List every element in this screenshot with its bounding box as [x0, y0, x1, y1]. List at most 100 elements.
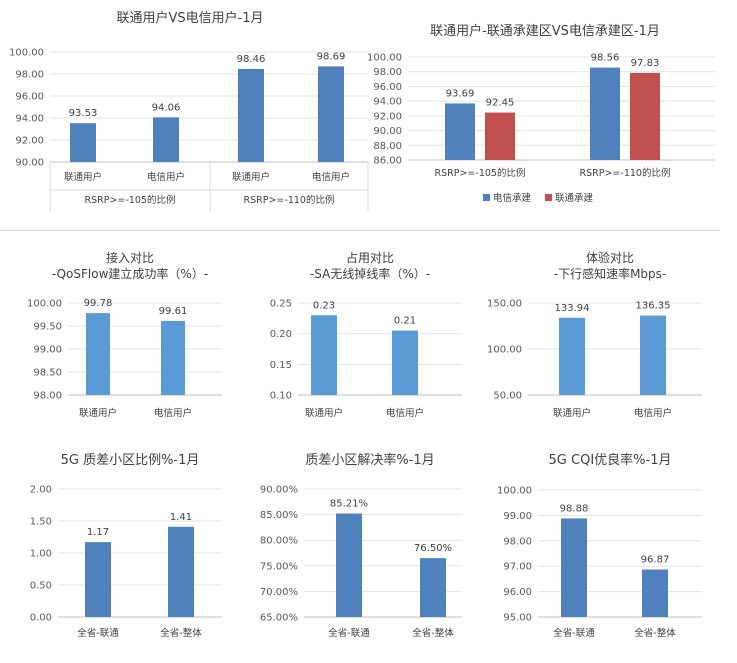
category-label: 电信用户	[386, 407, 424, 419]
category-label: 全省-整体	[412, 627, 454, 639]
legend-swatch	[545, 194, 552, 201]
y-tick-label: 50.00	[493, 391, 522, 402]
chart-title: 联通用户VS电信用户-1月	[116, 10, 263, 26]
chart-title: -QoSFlow建立成功率（%）-	[52, 266, 208, 281]
y-tick-label: 99.50	[33, 322, 62, 333]
chart-5: 体验对比-下行感知速率Mbps- 150.00 100.00 50.00 133.94 联…	[487, 250, 702, 419]
y-tick-label: 0.25	[270, 299, 292, 310]
category-label: 全省-整体	[634, 627, 676, 639]
category-label: 全省-联通	[553, 627, 595, 639]
chart-title: -下行感知速率Mbps-	[554, 266, 667, 281]
y-tick-label: 94.00	[15, 114, 44, 125]
data-label: 0.21	[394, 316, 416, 327]
y-tick-label: 2.00	[30, 485, 52, 496]
chart-title: 5G CQI优良率%-1月	[549, 452, 672, 468]
data-label: 99.78	[84, 298, 113, 309]
y-tick-label: 85.00%	[260, 510, 298, 521]
y-tick-label: 98.00	[373, 67, 402, 78]
bar	[640, 315, 666, 395]
y-tick-label: 92.00	[373, 111, 402, 122]
y-tick-label: 0.50	[30, 581, 52, 592]
data-label: 94.06	[152, 102, 181, 113]
legend-label: 电信承建	[493, 192, 532, 204]
data-label: 1.41	[170, 512, 192, 523]
y-tick-label: 92.00	[15, 136, 44, 147]
group-label: RSRP>=-105的比例	[85, 194, 176, 206]
bar	[420, 558, 446, 617]
bar	[559, 317, 585, 395]
bar	[311, 315, 337, 395]
y-tick-label: 0.20	[270, 329, 292, 340]
y-tick-label: 0.15	[270, 360, 292, 371]
category-label: 全省-联通	[328, 627, 370, 639]
y-tick-label: 98.00	[15, 70, 44, 81]
group-label: RSRP>=-110的比例	[244, 194, 335, 206]
data-label: 133.94	[555, 303, 590, 314]
category-label: 全省-联通	[77, 627, 119, 639]
bar	[86, 313, 110, 395]
category-label: RSRP>=-110的比例	[580, 167, 671, 179]
y-tick-label: 100.00	[9, 48, 44, 59]
bar	[630, 72, 660, 160]
bar	[392, 330, 418, 395]
data-label: 98.46	[237, 54, 266, 65]
y-tick-label: 96.00	[15, 92, 44, 103]
bar	[590, 67, 620, 160]
bar	[642, 569, 668, 617]
category-label: 电信用户	[147, 171, 185, 183]
y-tick-label: 98.00	[503, 536, 532, 547]
y-tick-label: 1.50	[30, 517, 52, 528]
chart-title: 质差小区解决率%-1月	[305, 452, 434, 468]
chart-title: 联通用户-联通承建区VS电信承建区-1月	[430, 23, 660, 39]
y-tick-label: 96.00	[503, 587, 532, 598]
category-label: 电信用户	[634, 407, 672, 419]
chart-title: 接入对比	[106, 250, 154, 265]
data-label: 0.23	[313, 300, 335, 311]
chart-title: 占用对比	[346, 250, 394, 265]
data-label: 93.69	[446, 88, 475, 99]
category-label: 联通用户	[553, 407, 591, 419]
data-label: 85.21%	[330, 499, 368, 510]
y-tick-label: 80.00%	[260, 536, 298, 547]
y-tick-label: 90.00%	[260, 485, 298, 496]
data-label: 98.69	[317, 51, 346, 62]
bar	[238, 68, 264, 162]
bar	[70, 123, 96, 162]
y-tick-label: 86.00	[373, 156, 402, 167]
y-tick-label: 150.00	[487, 299, 522, 310]
category-label: 联通用户	[64, 171, 102, 183]
bar	[85, 542, 111, 617]
bar	[485, 112, 515, 160]
bar	[168, 526, 194, 617]
y-tick-label: 90.00	[373, 126, 402, 137]
chart-title: 5G 质差小区比例%-1月	[61, 453, 200, 468]
y-tick-label: 70.00%	[260, 587, 298, 598]
data-label: 76.50%	[414, 543, 452, 554]
row-separator-1	[0, 230, 720, 231]
y-tick-label: 98.00	[33, 391, 62, 402]
data-label: 92.45	[486, 98, 515, 109]
chart-4: 占用对比-SA无线掉线率（%）- 0.25 0.20 0.15 0.10 0.23 联通用户…	[270, 250, 462, 419]
y-tick-label: 0.00	[30, 613, 52, 624]
y-tick-label: 100.00	[497, 486, 532, 497]
category-label: RSRP>=-105的比例	[435, 167, 526, 179]
legend-swatch	[483, 194, 490, 201]
y-tick-label: 99.00	[503, 511, 532, 522]
y-tick-label: 95.00	[503, 613, 532, 624]
chart-6: 5G 质差小区比例%-1月 2.00 1.50 1.00 0.50 0.00 1.17 全省-…	[30, 453, 222, 639]
bar	[153, 117, 179, 162]
data-label: 98.88	[560, 503, 589, 514]
data-label: 1.17	[87, 527, 109, 538]
y-tick-label: 75.00%	[260, 561, 298, 572]
y-tick-label: 96.00	[373, 82, 402, 93]
y-tick-label: 90.00	[15, 158, 44, 169]
chart-7: 质差小区解决率%-1月 90.00% 85.00% 80.00% 75.00% 70.00…	[260, 452, 462, 639]
data-label: 98.56	[591, 53, 620, 64]
y-tick-label: 1.00	[30, 549, 52, 560]
y-tick-label: 65.00%	[260, 613, 298, 624]
y-tick-label: 94.00	[373, 97, 402, 108]
category-label: 电信用户	[154, 407, 192, 419]
y-tick-label: 0.10	[270, 391, 292, 402]
data-label: 96.87	[641, 555, 670, 566]
chart-title: -SA无线掉线率（%）-	[310, 266, 430, 281]
